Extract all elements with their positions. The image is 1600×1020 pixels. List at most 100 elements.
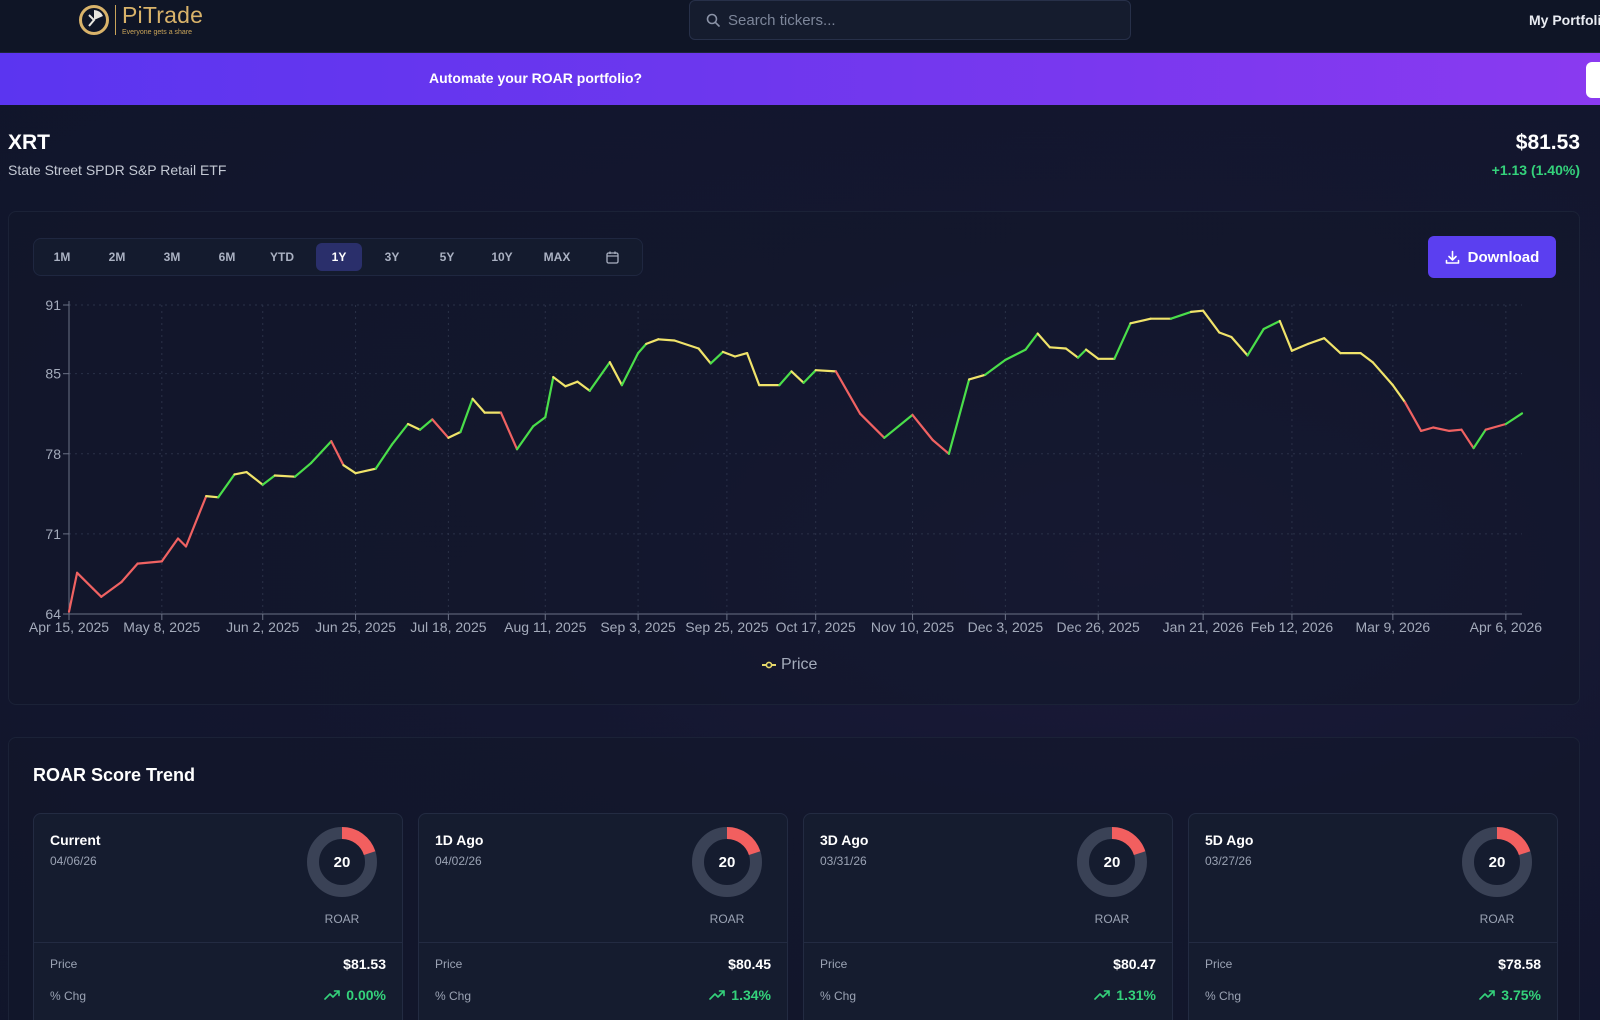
x-tick-label: Jun 25, 2025 <box>315 619 396 635</box>
pct-change-value: 3.75% <box>1501 987 1541 1003</box>
price-line-segment <box>419 418 434 431</box>
price-line-segment <box>608 361 624 387</box>
roar-card-date: 03/27/26 <box>1205 854 1252 868</box>
price-chart-card: 1M 2M 3M 6M YTD 1Y 3Y 5Y 10Y MAX Downloa… <box>8 211 1580 705</box>
price-line-segment <box>1004 348 1027 361</box>
x-tick-label: Jun 2, 2025 <box>226 619 299 635</box>
roar-card[interactable]: Current 04/06/26 20 ROAR Price $81.53 % Chg 0.0… <box>33 813 403 1020</box>
range-tab-1m[interactable]: 1M <box>53 250 71 264</box>
price-line-segment <box>1323 337 1342 355</box>
calendar-button[interactable] <box>592 243 632 271</box>
price-line-segment <box>92 587 103 598</box>
search-box[interactable] <box>689 0 1131 40</box>
y-tick-label: 78 <box>45 446 61 462</box>
trending-up-icon <box>1094 990 1111 1000</box>
roar-card[interactable]: 5D Ago 03/27/26 20 ROAR Price $78.58 % Chg 3.75… <box>1188 813 1558 1020</box>
price-line-segment <box>67 571 79 613</box>
x-tick-label: Sep 25, 2025 <box>685 619 769 635</box>
price-line-segment <box>1403 401 1423 432</box>
price-line-segment <box>1036 332 1051 349</box>
price-line-segment <box>499 411 519 451</box>
price-line-segment <box>205 495 220 499</box>
range-tab-2m[interactable]: 2M <box>108 250 126 264</box>
search-icon <box>706 13 720 27</box>
range-tab-1y[interactable]: 1Y <box>316 243 362 271</box>
range-tab-6m[interactable]: 6M <box>218 250 236 264</box>
price-line-segment <box>261 474 276 486</box>
price-line-segment <box>576 380 591 392</box>
price-line-segment <box>330 440 345 467</box>
logo[interactable]: PiTrade Everyone gets a share <box>78 4 203 36</box>
price-line-segment <box>342 464 357 475</box>
price-line-segment <box>532 416 547 428</box>
legend-label: Price <box>781 656 818 673</box>
price-line-segment <box>1484 422 1508 431</box>
price-line-segment <box>1359 352 1374 364</box>
price-line-segment <box>947 378 971 455</box>
range-tab-3y[interactable]: 3Y <box>384 250 400 264</box>
price-line-segment <box>273 474 297 478</box>
x-tick-label: May 8, 2025 <box>123 619 200 635</box>
roar-card-date: 04/02/26 <box>435 854 482 868</box>
roar-score-trend: ROAR Score Trend Current 04/06/26 20 ROAR Pr… <box>8 737 1580 1020</box>
price-line-segment <box>984 358 1007 376</box>
x-tick-label: Nov 10, 2025 <box>871 619 954 635</box>
price-line-segment <box>709 350 725 365</box>
price-line-segment <box>447 430 462 439</box>
roar-score-value: 20 <box>1489 854 1506 871</box>
price-label: Price <box>820 957 848 971</box>
price-line-segment <box>459 397 474 434</box>
price-line-segment <box>1084 348 1100 360</box>
price-line-segment <box>176 537 188 548</box>
range-tab-5y[interactable]: 5Y <box>439 250 455 264</box>
nav-my-portfolio[interactable]: My Portfoli <box>1529 12 1600 28</box>
price-line-segment <box>184 495 208 548</box>
price-line-segment <box>1189 309 1205 314</box>
price-change: +1.13 (1.40%) <box>1491 162 1580 178</box>
price-line-segment <box>1113 322 1132 360</box>
price-label: Price <box>50 957 78 971</box>
price-line-segment <box>1371 361 1394 387</box>
logo-divider <box>115 5 116 35</box>
price-line-segment <box>1218 331 1233 339</box>
price-line-segment <box>790 370 805 384</box>
roar-card[interactable]: 3D Ago 03/31/26 20 ROAR Price $80.47 % Chg 1.31… <box>803 813 1173 1020</box>
download-button[interactable]: Download <box>1428 236 1556 278</box>
search-input[interactable] <box>728 11 1108 29</box>
price-line-segment <box>1246 327 1265 357</box>
range-tab-max[interactable]: MAX <box>543 250 571 264</box>
price-line-segment <box>136 560 163 565</box>
price-line-segment <box>160 537 180 563</box>
price-line-segment <box>645 338 660 345</box>
y-tick-label: 71 <box>45 526 61 542</box>
roar-card-label: 1D Ago <box>435 832 484 848</box>
calendar-icon <box>605 251 619 264</box>
top-bar: PiTrade Everyone gets a share My Portfol… <box>0 0 1600 53</box>
roar-score-arc <box>307 827 377 897</box>
price-line-segment <box>1448 428 1463 432</box>
price-line-segment <box>1230 335 1249 357</box>
trending-up-icon <box>324 990 341 1000</box>
banner-text: Automate your ROAR portfolio? <box>429 70 643 86</box>
roar-score-arc <box>692 827 762 897</box>
roar-card-label: 5D Ago <box>1205 832 1254 848</box>
banner-button[interactable] <box>1586 62 1600 98</box>
price-line-segment <box>1278 319 1294 352</box>
chart-legend[interactable]: Price <box>761 656 817 674</box>
pct-change-label: % Chg <box>435 989 472 1003</box>
logo-name: PiTrade <box>122 2 204 28</box>
download-label: Download <box>1467 248 1540 266</box>
x-tick-label: Dec 3, 2025 <box>968 619 1044 635</box>
pct-change-value: 0.00% <box>346 987 386 1003</box>
x-tick-label: Dec 26, 2025 <box>1057 619 1140 635</box>
price-line-segment <box>721 350 737 358</box>
roar-card[interactable]: 1D Ago 04/02/26 20 ROAR Price $80.45 % Chg 1.34… <box>418 813 788 1020</box>
price-line-segment <box>673 339 700 350</box>
price-line-segment <box>1048 346 1068 350</box>
price-line-segment <box>1419 426 1435 432</box>
range-tab-3m[interactable]: 3M <box>163 250 181 264</box>
price-line-segment <box>1129 317 1152 325</box>
range-tab-ytd[interactable]: YTD <box>270 250 294 264</box>
range-tab-10y[interactable]: 10Y <box>491 250 513 264</box>
